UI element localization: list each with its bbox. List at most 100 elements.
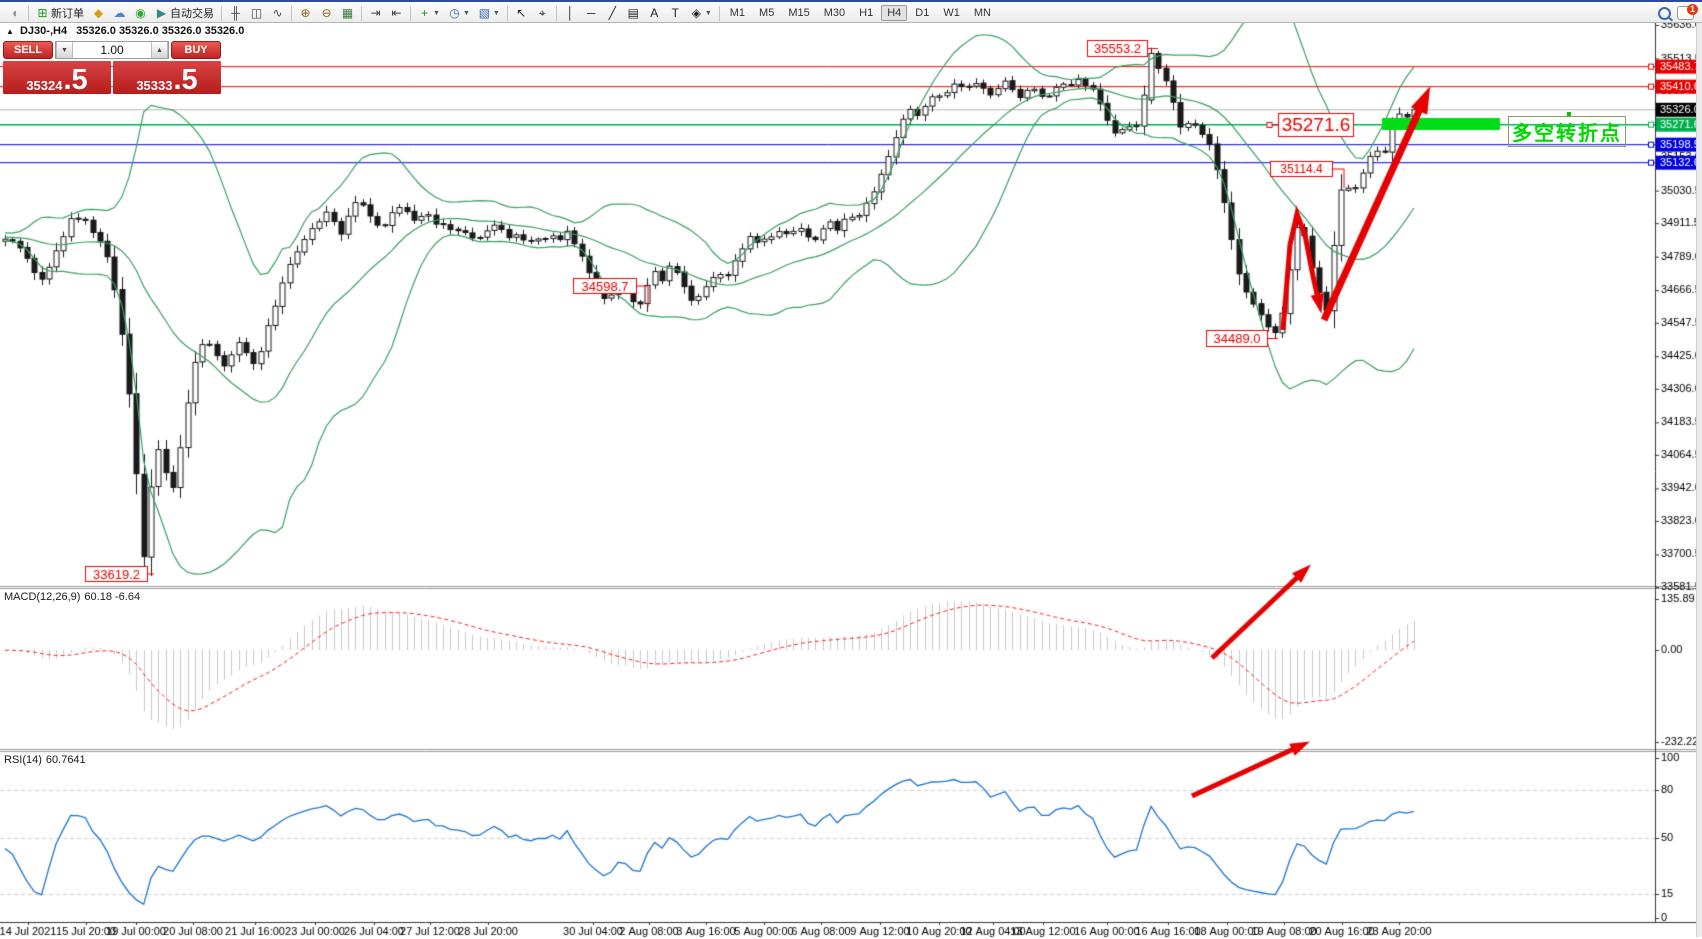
timeframe-h1-button[interactable]: H1 — [859, 7, 874, 19]
periods-icon-caret[interactable]: ▼ — [462, 9, 470, 17]
toolbar-separator — [28, 5, 29, 21]
cursor-icon[interactable]: ↖ — [511, 4, 532, 23]
buy-price-int: 35333 — [136, 78, 173, 93]
timeframe-m5-button[interactable]: M5 — [759, 7, 775, 19]
templates-icon-caret[interactable]: ▼ — [492, 9, 500, 17]
sell-price-int: 35324 — [26, 78, 63, 93]
volume-input[interactable] — [73, 42, 151, 58]
new-order-icon: ⊞ — [37, 5, 48, 20]
crosshair-icon: ⌖ — [538, 5, 546, 20]
zoom-in-icon[interactable]: ⊕ — [295, 4, 316, 23]
toolbar-separator — [718, 5, 720, 21]
new-order-icon-label: 新订单 — [51, 8, 84, 20]
candlestick-chart-icon[interactable]: ◫ — [246, 4, 267, 23]
timeframe-mn-button[interactable]: MN — [973, 7, 991, 19]
horizontal-line-icon[interactable]: ─ — [581, 4, 602, 23]
turning-point-annotation: 多空转折点 — [1508, 112, 1626, 147]
notification-badge: 1 — [1687, 4, 1698, 15]
buy-price-frac: .5 — [173, 64, 198, 96]
line-chart-icon: ∿ — [272, 5, 283, 20]
fibonacci-icon: ▤ — [627, 5, 639, 20]
symbol-period-label: DJ30-,H4 — [19, 25, 68, 37]
auto-scroll-icon: ⇥ — [370, 5, 381, 20]
toolbar-separator — [506, 5, 508, 21]
indicators-icon-caret[interactable]: ▼ — [433, 9, 440, 17]
tile-windows-icon: ▦ — [341, 5, 354, 20]
timeframe-h4-button[interactable]: H4 — [881, 5, 908, 21]
candlestick-chart-icon: ◫ — [250, 5, 263, 20]
toolbar-separator — [221, 5, 222, 21]
zoom-out-icon: ⊖ — [321, 5, 332, 20]
partial-window-icon: ◖ — [10, 5, 19, 20]
timeframe-m30-button[interactable]: M30 — [823, 7, 846, 19]
objects-icon[interactable]: ◆ — [88, 4, 109, 23]
new-order-icon[interactable]: ⊞ 新订单 — [32, 4, 88, 23]
macd-indicator-label: MACD(12,26,9) 60.18 -6.64 — [4, 591, 141, 603]
tile-windows-icon[interactable]: ▦ — [337, 4, 358, 23]
auto-scroll-icon[interactable]: ⇥ — [365, 4, 386, 23]
signals-icon[interactable]: ◉ — [130, 4, 151, 23]
toolbar-right-icons: 1 — [1658, 4, 1698, 20]
text-label-icon[interactable]: T — [665, 4, 686, 23]
autotrading-icon-label: 自动交易 — [170, 8, 214, 20]
indicators-icon[interactable]: + ▼ — [414, 4, 444, 23]
arrows-icon: ◈ — [691, 5, 701, 20]
timeframe-w1-button[interactable]: W1 — [943, 7, 960, 19]
timeframe-m15-button[interactable]: M15 — [788, 7, 810, 19]
vertical-line-icon: │ — [566, 5, 575, 20]
arrows-icon-caret[interactable]: ▼ — [704, 9, 712, 17]
timeframe-m1-button[interactable]: M1 — [729, 7, 746, 19]
cursor-icon: ↖ — [516, 5, 527, 20]
buy-button[interactable]: BUY — [171, 41, 221, 59]
templates-icon[interactable]: ▧ ▼ — [474, 4, 504, 23]
collapse-panel-icon[interactable]: ▲ — [6, 27, 14, 36]
timeframe-d1-button[interactable]: D1 — [915, 7, 930, 19]
market-watch-icon[interactable]: ☁ — [109, 4, 130, 23]
fibonacci-icon[interactable]: ▤ — [623, 4, 644, 23]
one-click-trade-panel: SELL ▼ ▲ BUY 35324 .5 35333 .5 — [3, 41, 221, 96]
chart-shift-icon: ⇤ — [391, 5, 402, 20]
chat-icon[interactable]: 1 — [1677, 4, 1698, 20]
trendline-icon[interactable]: ╱ — [602, 4, 623, 23]
toolbar-separator — [555, 5, 557, 21]
buy-price-display[interactable]: 35333 .5 — [113, 61, 221, 96]
vertical-line-icon[interactable]: │ — [560, 4, 581, 23]
chart-title: ▲ DJ30-,H4 35326.0 35326.0 35326.0 35326… — [6, 25, 244, 37]
zoom-out-icon[interactable]: ⊖ — [316, 4, 337, 23]
search-icon[interactable] — [1658, 6, 1671, 20]
window-scrollbar[interactable] — [1696, 23, 1702, 937]
volume-decrease-button[interactable]: ▼ — [56, 42, 73, 58]
main-toolbar: ◖ ⊞ 新订单 ◆ ☁ ◉ ▶ 自动交易 ╫ ◫ ∿ ⊕ ⊖ ▦ ⇥ ⇤ + ▼ ◷ ▼ ▧ ▼ ↖ ⌖ │ ─ ╱ ▤ A T ◈ ▼ M1 M… — [0, 4, 1702, 23]
trendline-icon: ╱ — [608, 5, 616, 20]
periods-icon[interactable]: ◷ ▼ — [444, 4, 474, 23]
bar-chart-icon[interactable]: ╫ — [225, 4, 246, 23]
ohlc-readout: 35326.0 35326.0 35326.0 35326.0 — [76, 25, 245, 37]
chart-shift-icon[interactable]: ⇤ — [386, 4, 407, 23]
text-label-icon: T — [671, 5, 679, 20]
annotation-handle — [1567, 112, 1571, 116]
market-watch-icon: ☁ — [113, 5, 126, 20]
indicators-icon: + — [420, 5, 428, 20]
crosshair-icon[interactable]: ⌖ — [532, 4, 553, 23]
volume-increase-button[interactable]: ▲ — [151, 42, 168, 58]
sell-button[interactable]: SELL — [3, 41, 53, 59]
toolbar-separator — [291, 5, 292, 21]
objects-icon: ◆ — [93, 5, 104, 20]
horizontal-line-icon: ─ — [587, 5, 596, 20]
zoom-in-icon: ⊕ — [300, 5, 311, 20]
bar-chart-icon: ╫ — [231, 5, 240, 20]
autotrading-icon[interactable]: ▶ 自动交易 — [151, 4, 218, 23]
arrows-icon[interactable]: ◈ ▼ — [686, 4, 716, 23]
text-icon[interactable]: A — [644, 4, 665, 23]
autotrading-icon: ▶ — [156, 5, 167, 20]
sell-price-display[interactable]: 35324 .5 — [3, 61, 111, 96]
sell-price-frac: .5 — [63, 64, 88, 96]
templates-icon: ▧ — [478, 5, 491, 20]
periods-icon: ◷ — [449, 5, 460, 20]
line-chart-icon[interactable]: ∿ — [267, 4, 288, 23]
signals-icon: ◉ — [135, 5, 146, 20]
partial-window-icon[interactable]: ◖ — [4, 4, 25, 23]
toolbar-separator — [361, 5, 362, 21]
